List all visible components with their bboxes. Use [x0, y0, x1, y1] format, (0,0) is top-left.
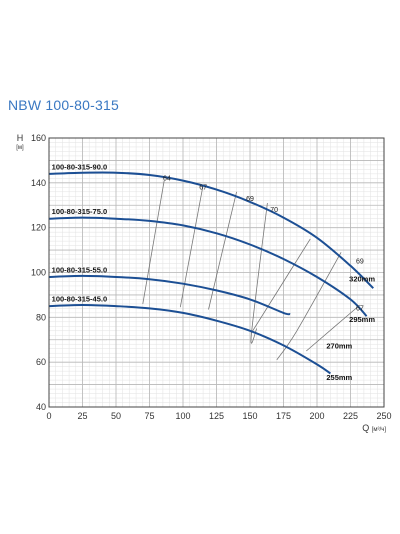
x-axis-unit: [м³/ч]: [372, 427, 387, 433]
y-tick-label: 60: [36, 357, 46, 367]
x-tick-label: 225: [343, 411, 358, 421]
x-tick-label: 75: [144, 411, 154, 421]
pump-curves: [48, 171, 374, 375]
pump-curve: [48, 303, 331, 375]
pump-curve: [48, 171, 374, 289]
curve-label: 100-80-315-75.0: [52, 207, 107, 216]
efficiency-line: [306, 304, 361, 352]
x-tick-label: 25: [77, 411, 87, 421]
y-axis-label: H: [17, 133, 24, 143]
curve-label: 100-80-315-90.0: [52, 162, 107, 171]
axes: 0 25 50 75 100 125 150 175 200 225 250 40 60 80 100 120…: [16, 133, 391, 433]
efficiency-line: [276, 252, 342, 361]
x-tick-label: 125: [209, 411, 224, 421]
efficiency-line: [250, 202, 268, 344]
pump-curve: [48, 216, 368, 317]
chart-title: NBW 100-80-315: [8, 97, 119, 113]
x-axis-label: Q [м³/ч]: [362, 423, 386, 433]
plot-frame: [48, 137, 385, 408]
efficiency-label: 67: [199, 185, 207, 192]
y-tick-label: 140: [31, 178, 46, 188]
y-tick-label: 80: [36, 312, 46, 322]
efficiency-line: [250, 238, 311, 334]
y-tick-label: 120: [31, 223, 46, 233]
x-tick-label: 50: [111, 411, 121, 421]
efficiency-line: [179, 185, 204, 308]
efficiency-label: 69: [356, 259, 364, 266]
y-tick-label: 160: [31, 133, 46, 143]
x-tick-label: 200: [309, 411, 324, 421]
curve-label: 100-80-315-45.0: [52, 295, 107, 304]
x-tick-label: 0: [46, 411, 51, 421]
efficiency-label: 70: [270, 207, 278, 214]
y-axis-unit: [м]: [16, 145, 24, 151]
x-tick-label: 100: [175, 411, 190, 421]
efficiency-label: 64: [163, 176, 171, 183]
efficiency-lines: [142, 180, 361, 361]
efficiency-label: 69: [246, 196, 254, 203]
pump-curve: [48, 274, 291, 316]
efficiency-label: 67: [356, 306, 364, 313]
curve-label: 100-80-315-55.0: [52, 266, 107, 275]
diameter-label: 320mm: [349, 274, 375, 283]
y-tick-label: 100: [31, 268, 46, 278]
efficiency-line: [142, 180, 165, 304]
diameter-label: 270mm: [326, 342, 352, 351]
x-tick-label: 250: [376, 411, 391, 421]
diameter-label: 255mm: [326, 373, 352, 382]
x-tick-label: 175: [276, 411, 291, 421]
diameter-label: 295mm: [349, 315, 375, 324]
y-tick-label: 40: [36, 402, 46, 412]
efficiency-line: [208, 191, 237, 310]
x-tick-label: 150: [242, 411, 257, 421]
chart-labels: 64 67 69 70 69 67 100-80-315-90.0 100-80-315-75…: [52, 162, 376, 382]
